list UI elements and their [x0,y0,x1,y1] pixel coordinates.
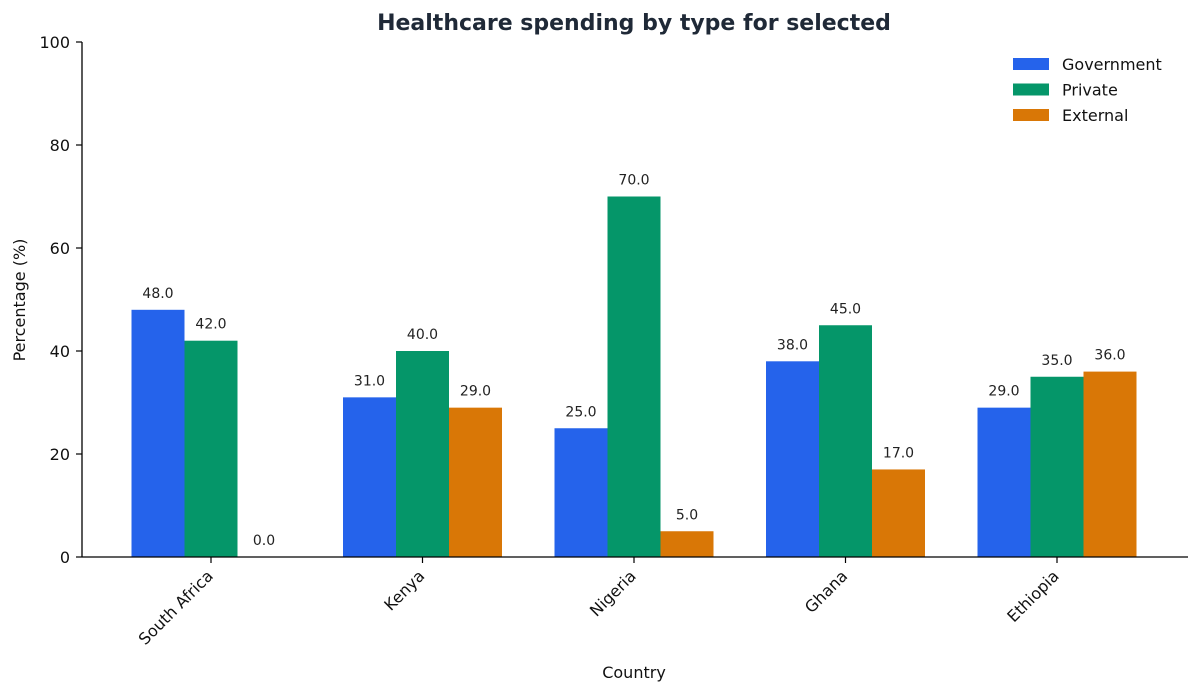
y-ticks: 0 20 40 60 80 100 [39,33,82,567]
bar-external-ghana [872,469,925,557]
data-label: 70.0 [618,173,649,189]
y-tick-label: 60 [50,239,70,258]
data-label: 29.0 [460,384,491,400]
data-label: 38.0 [777,337,808,353]
bar-private-nigeria [607,196,661,557]
y-axis-label: Percentage (%) [10,239,29,362]
legend-label-private: Private [1062,81,1118,100]
legend: Government Private External [1013,55,1162,125]
x-tick-label: Ethiopia [1003,566,1063,626]
legend-label-external: External [1062,106,1128,125]
x-axis-label: Country [602,663,666,682]
bar-private-kenya [396,351,449,557]
data-label: 29.0 [988,384,1019,400]
y-tick-label: 0 [60,548,70,567]
data-label: 48.0 [142,286,173,302]
y-tick-label: 80 [50,136,70,155]
legend-label-government: Government [1062,55,1162,74]
data-label: 25.0 [565,404,596,420]
bar-private-ghana [819,325,872,557]
y-tick-label: 100 [39,33,70,52]
data-label: 35.0 [1041,353,1072,369]
x-tick-label: Ghana [801,566,851,616]
bar-government-ghana [766,361,819,557]
data-label: 40.0 [407,327,438,343]
x-tick-label: Nigeria [586,566,640,620]
x-tick-label: Kenya [380,566,428,614]
y-tick-label: 20 [50,445,70,464]
x-tick-label: South Africa [135,566,217,648]
data-label: 17.0 [883,445,914,461]
data-label: 36.0 [1094,348,1125,364]
bar-private-south-africa [184,340,238,557]
bar-government-ethiopia [977,407,1031,557]
data-label: 45.0 [830,301,861,317]
bar-external-nigeria [660,531,714,557]
legend-swatch-government [1013,58,1049,70]
bar-external-ethiopia [1083,371,1137,557]
bar-government-kenya [343,397,396,557]
plot-area: 48.0 42.0 0.0 31.0 40.0 29.0 25.0 70.0 5.0 38.0 45… [131,173,1137,557]
x-ticks: South Africa Kenya Nigeria Ghana Ethiopia [135,557,1063,649]
data-label: 31.0 [354,373,385,389]
data-label: 0.0 [253,533,275,549]
legend-swatch-external [1013,109,1049,121]
y-tick-label: 40 [50,342,70,361]
bar-private-ethiopia [1030,376,1084,557]
bar-external-kenya [449,407,502,557]
bar-government-south-africa [131,309,185,557]
chart-title: Healthcare spending by type for selected [377,11,891,36]
legend-swatch-private [1013,83,1049,96]
bar-government-nigeria [554,428,608,557]
data-label: 42.0 [195,317,226,333]
data-label: 5.0 [676,507,698,523]
